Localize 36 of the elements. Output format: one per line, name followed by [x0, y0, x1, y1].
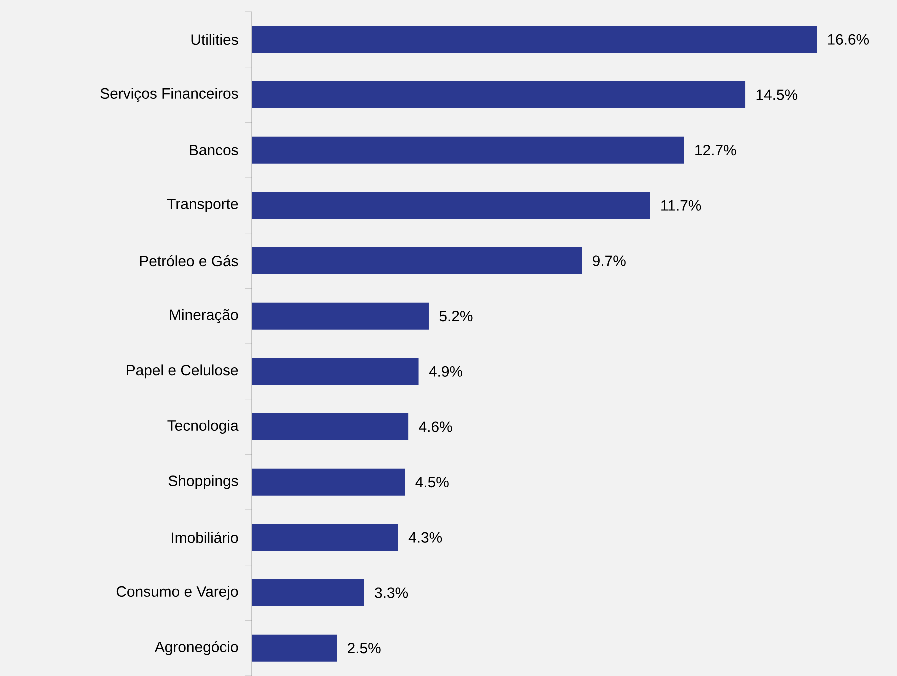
bar — [252, 634, 338, 662]
bar — [252, 413, 409, 440]
data-label: 4.6% — [419, 422, 452, 432]
data-label: 2.5% — [348, 642, 381, 654]
y-tick-label: Consumo e Varejo — [116, 586, 238, 600]
bar — [252, 358, 419, 386]
data-label: 5.2% — [440, 310, 473, 322]
data-label: 4.3% — [408, 532, 442, 543]
data-label: 12.7% — [696, 144, 736, 156]
y-tick-label: Transporte — [167, 198, 238, 212]
y-tick-label: Bancos — [190, 145, 238, 156]
bar — [252, 468, 406, 496]
bar — [252, 81, 746, 108]
data-label: 16.6% — [828, 34, 870, 45]
data-label: 4.9% — [429, 366, 462, 377]
bar — [252, 192, 650, 220]
y-tick-label: Mineração — [170, 309, 238, 324]
data-label: 14.5% — [756, 90, 798, 100]
data-label: 3.3% — [375, 588, 408, 598]
bar — [252, 302, 429, 330]
y-tick-label: Serviços Financeiros — [100, 88, 238, 102]
y-tick-label: Tecnologia — [168, 420, 239, 434]
y-tick-label: Agronegócio — [154, 641, 238, 656]
bar — [252, 26, 817, 54]
y-tick-label: Utilities — [192, 34, 238, 46]
bar — [252, 579, 364, 606]
bar — [252, 524, 398, 552]
data-label: 11.7% — [662, 200, 702, 211]
y-tick-label: Petróleo e Gás — [140, 255, 238, 266]
bar — [252, 136, 684, 164]
y-tick-label: Shoppings — [168, 475, 238, 490]
y-tick-label: Papel e Celulose — [127, 364, 238, 379]
data-label: 9.7% — [593, 256, 626, 266]
data-label: 4.5% — [416, 476, 449, 488]
bar — [252, 247, 582, 274]
y-tick-label: Imobiliário — [172, 532, 238, 544]
